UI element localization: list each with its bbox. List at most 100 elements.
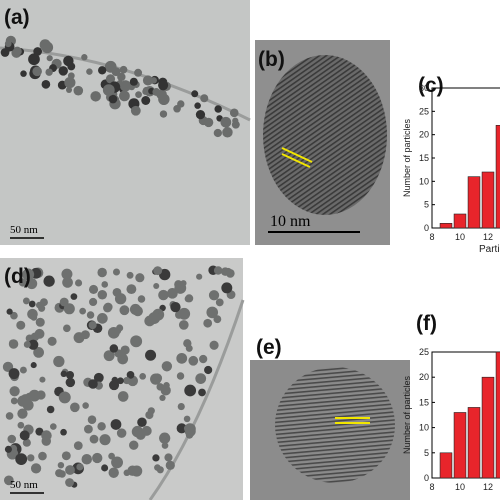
bar [467,176,481,229]
nanoparticle [129,440,139,450]
nanoparticle [108,452,115,460]
nanoparticle [97,289,108,300]
nanoparticle [22,297,30,305]
nanoparticle [195,109,206,120]
nanoparticle [199,354,208,364]
bar [439,223,453,229]
nanoparticle [4,40,12,48]
nanoparticle [159,394,166,402]
nanoparticle [79,307,86,315]
nanoparticle [89,297,98,307]
nanoparticle [194,102,201,109]
nanoparticle [137,417,147,427]
nanoparticle [176,423,187,434]
nanoparticle [111,67,121,77]
nanoparticle [135,273,145,283]
nanoparticle [139,372,147,380]
nanoparticle [185,294,194,303]
x-tick-label: 10 [455,232,465,242]
nanoparticle [135,91,142,99]
nanoparticle [184,384,197,397]
nanoparticle [19,430,30,441]
nanoparticle [127,465,138,476]
nanoparticle [20,70,27,77]
nanoparticle [191,90,199,98]
bar [453,213,467,229]
nanoparticle [176,352,188,364]
nanoparticle [103,350,115,362]
nanoparticle [32,66,42,77]
panel-label: (f) [416,312,437,335]
x-tick-label: 12 [483,482,493,492]
nanoparticle [134,68,143,77]
y-tick-label: 25 [419,347,429,357]
nanoparticle [195,373,207,384]
nanoparticle [188,355,199,366]
nanoparticle [70,402,80,413]
nanoparticle [46,55,53,62]
y-tick-label: 5 [424,448,429,458]
nanoparticle [97,422,106,431]
nanoparticle [62,277,73,288]
nanoparticle [50,423,57,430]
y-tick-label: 30 [419,83,429,93]
nanoparticle [26,278,38,290]
nanoparticle [152,88,161,96]
nanoparticle [35,427,44,436]
nanoparticle [152,373,163,384]
nanoparticle [28,300,36,308]
nanoparticle [156,466,164,474]
nanoparticle [180,280,187,287]
panel-label: (b) [258,48,285,71]
nanoparticle [73,441,83,451]
nanoparticle [88,321,97,330]
nanoparticle [99,434,111,446]
nanoparticle [46,405,55,414]
nanoparticle [17,395,29,407]
nanoparticle [119,65,128,74]
nanoparticle [13,46,22,55]
y-tick-label: 20 [419,372,429,382]
y-tick-label: 15 [419,397,429,407]
bar [495,351,500,479]
nanoparticle [141,96,151,105]
bar [481,376,495,479]
nanoparticle [60,428,67,436]
nanoparticle [159,432,171,444]
nanoparticle [158,80,169,91]
nanoparticle [88,284,99,295]
nanoparticle [129,77,138,86]
nanoparticle [33,47,42,56]
nanoparticle [152,454,160,462]
nanoparticle [5,412,14,420]
x-tick-label: 8 [429,482,434,492]
nanoparticle [34,328,45,339]
nanoparticle [103,303,112,313]
nanoparticle [73,85,84,96]
nanoparticle [41,430,52,441]
nanoparticle [9,386,20,397]
nanoparticle [215,298,224,307]
bar [495,125,500,229]
nanoparticle [81,54,88,61]
panel-label: (a) [4,6,30,29]
nanoparticle [130,105,141,116]
y-tick-label: 25 [419,106,429,116]
nanoparticle [88,379,98,389]
nanoparticle [6,308,13,315]
nanoparticle [183,425,191,432]
nanoparticle [178,307,191,320]
nanoparticle [231,120,240,129]
nanoparticle [167,288,178,299]
nanoparticle [3,475,14,486]
nanoparticle [64,77,76,89]
nanoparticle [204,365,213,375]
nanoparticle [145,410,154,420]
nanoparticle [220,116,232,128]
nanoparticle [45,68,53,76]
nanoparticle [137,295,146,303]
nanoparticle [165,460,175,470]
nanoparticle [208,290,220,301]
nanoparticle [176,372,185,380]
film-edge [148,299,245,500]
